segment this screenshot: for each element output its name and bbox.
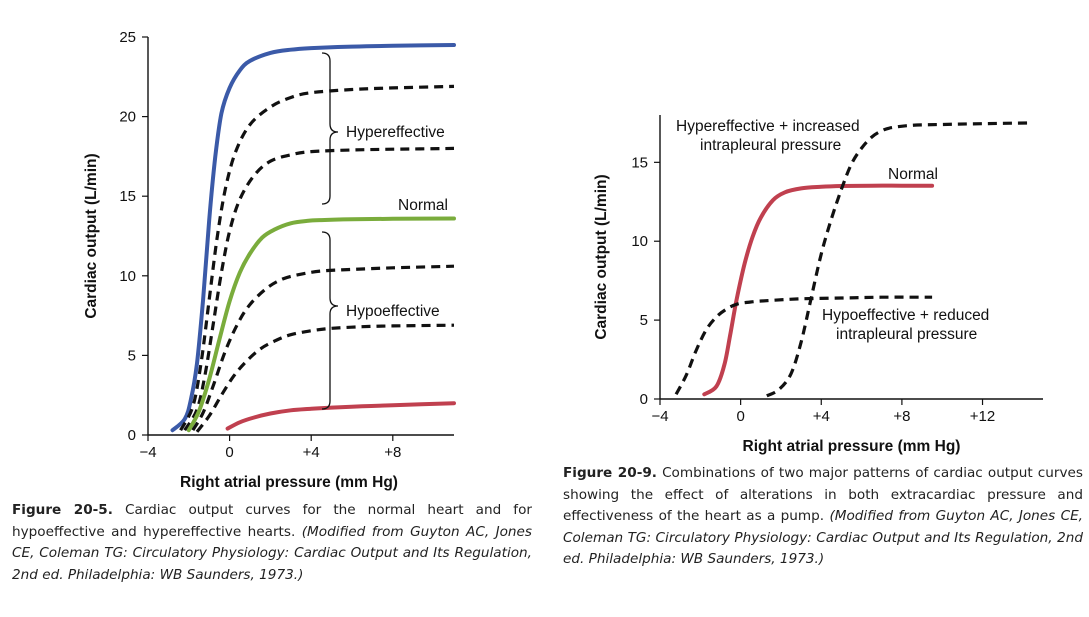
x-tick-label: +12	[970, 408, 995, 425]
x-tick-label: +8	[384, 444, 401, 461]
series-line-2	[183, 146, 455, 432]
y-axis-label: Cardiac output (L/min)	[83, 153, 100, 318]
series-line-5	[195, 323, 455, 433]
normal-label: Normal	[398, 197, 448, 214]
y-tick-label: 25	[119, 29, 136, 46]
series-line-2	[766, 121, 1033, 398]
y-tick-label: 5	[640, 312, 648, 329]
series-line-0	[170, 43, 456, 433]
x-tick-label: +8	[893, 408, 910, 425]
hypereffective-label: Hypereffective	[346, 124, 445, 141]
x-tick-label: +4	[303, 444, 320, 461]
figure-20-9-caption: Figure 20-9. Combinations of two major p…	[563, 463, 1083, 571]
x-tick-label: 0	[225, 444, 233, 461]
x-tick-label: +4	[813, 408, 830, 425]
series-line-3	[186, 216, 456, 433]
y-tick-label: 0	[128, 427, 136, 444]
y-tick-label: 15	[631, 154, 648, 171]
figure-20-5-caption: Figure 20-5. Cardiac output curves for t…	[12, 500, 532, 586]
y-tick-label: 10	[631, 233, 648, 250]
x-tick-label: 0	[736, 408, 744, 425]
x-tick-label: −4	[651, 408, 668, 425]
series-line-1	[674, 295, 933, 396]
y-tick-label: 0	[640, 391, 648, 408]
hyper-increased-label-line2: intrapleural pressure	[700, 137, 841, 154]
caption-citation: (Modified from Guyton AC, Jones CE, Cole…	[12, 523, 532, 583]
hypereffective-brace	[321, 52, 339, 205]
caption-label: Figure 20-5.	[12, 502, 113, 518]
y-tick-label: 5	[128, 347, 136, 364]
series-line-4	[191, 264, 455, 432]
hypoeffective-brace	[321, 231, 339, 410]
series-line-0	[702, 183, 935, 397]
x-axis-label: Right atrial pressure (mm Hg)	[743, 438, 961, 455]
y-tick-label: 10	[119, 268, 136, 285]
hypoeffective-label: Hypoeffective	[346, 303, 440, 320]
x-axis-label: Right atrial pressure (mm Hg)	[180, 474, 398, 491]
hypo-reduced-label-line2: intrapleural pressure	[836, 326, 977, 343]
caption-label: Figure 20-9.	[563, 465, 657, 481]
x-tick-label: −4	[139, 444, 156, 461]
series-line-1	[179, 84, 455, 431]
caption-citation: (Modified from Guyton AC, Jones CE, Cole…	[563, 508, 1083, 567]
hypo-reduced-label-line1: Hypoeffective + reduced	[822, 307, 989, 324]
y-tick-label: 20	[119, 109, 136, 126]
caption-text: Cardiac output curves for the normal hea…	[12, 502, 532, 540]
right-normal-label: Normal	[888, 166, 938, 183]
caption-text: Combinations of two major patterns of ca…	[563, 465, 1083, 524]
series-line-6	[225, 401, 456, 431]
y-axis-label: Cardiac output (L/min)	[593, 174, 610, 339]
hyper-increased-label-line1: Hypereffective + increased	[676, 118, 860, 135]
y-tick-label: 15	[119, 188, 136, 205]
